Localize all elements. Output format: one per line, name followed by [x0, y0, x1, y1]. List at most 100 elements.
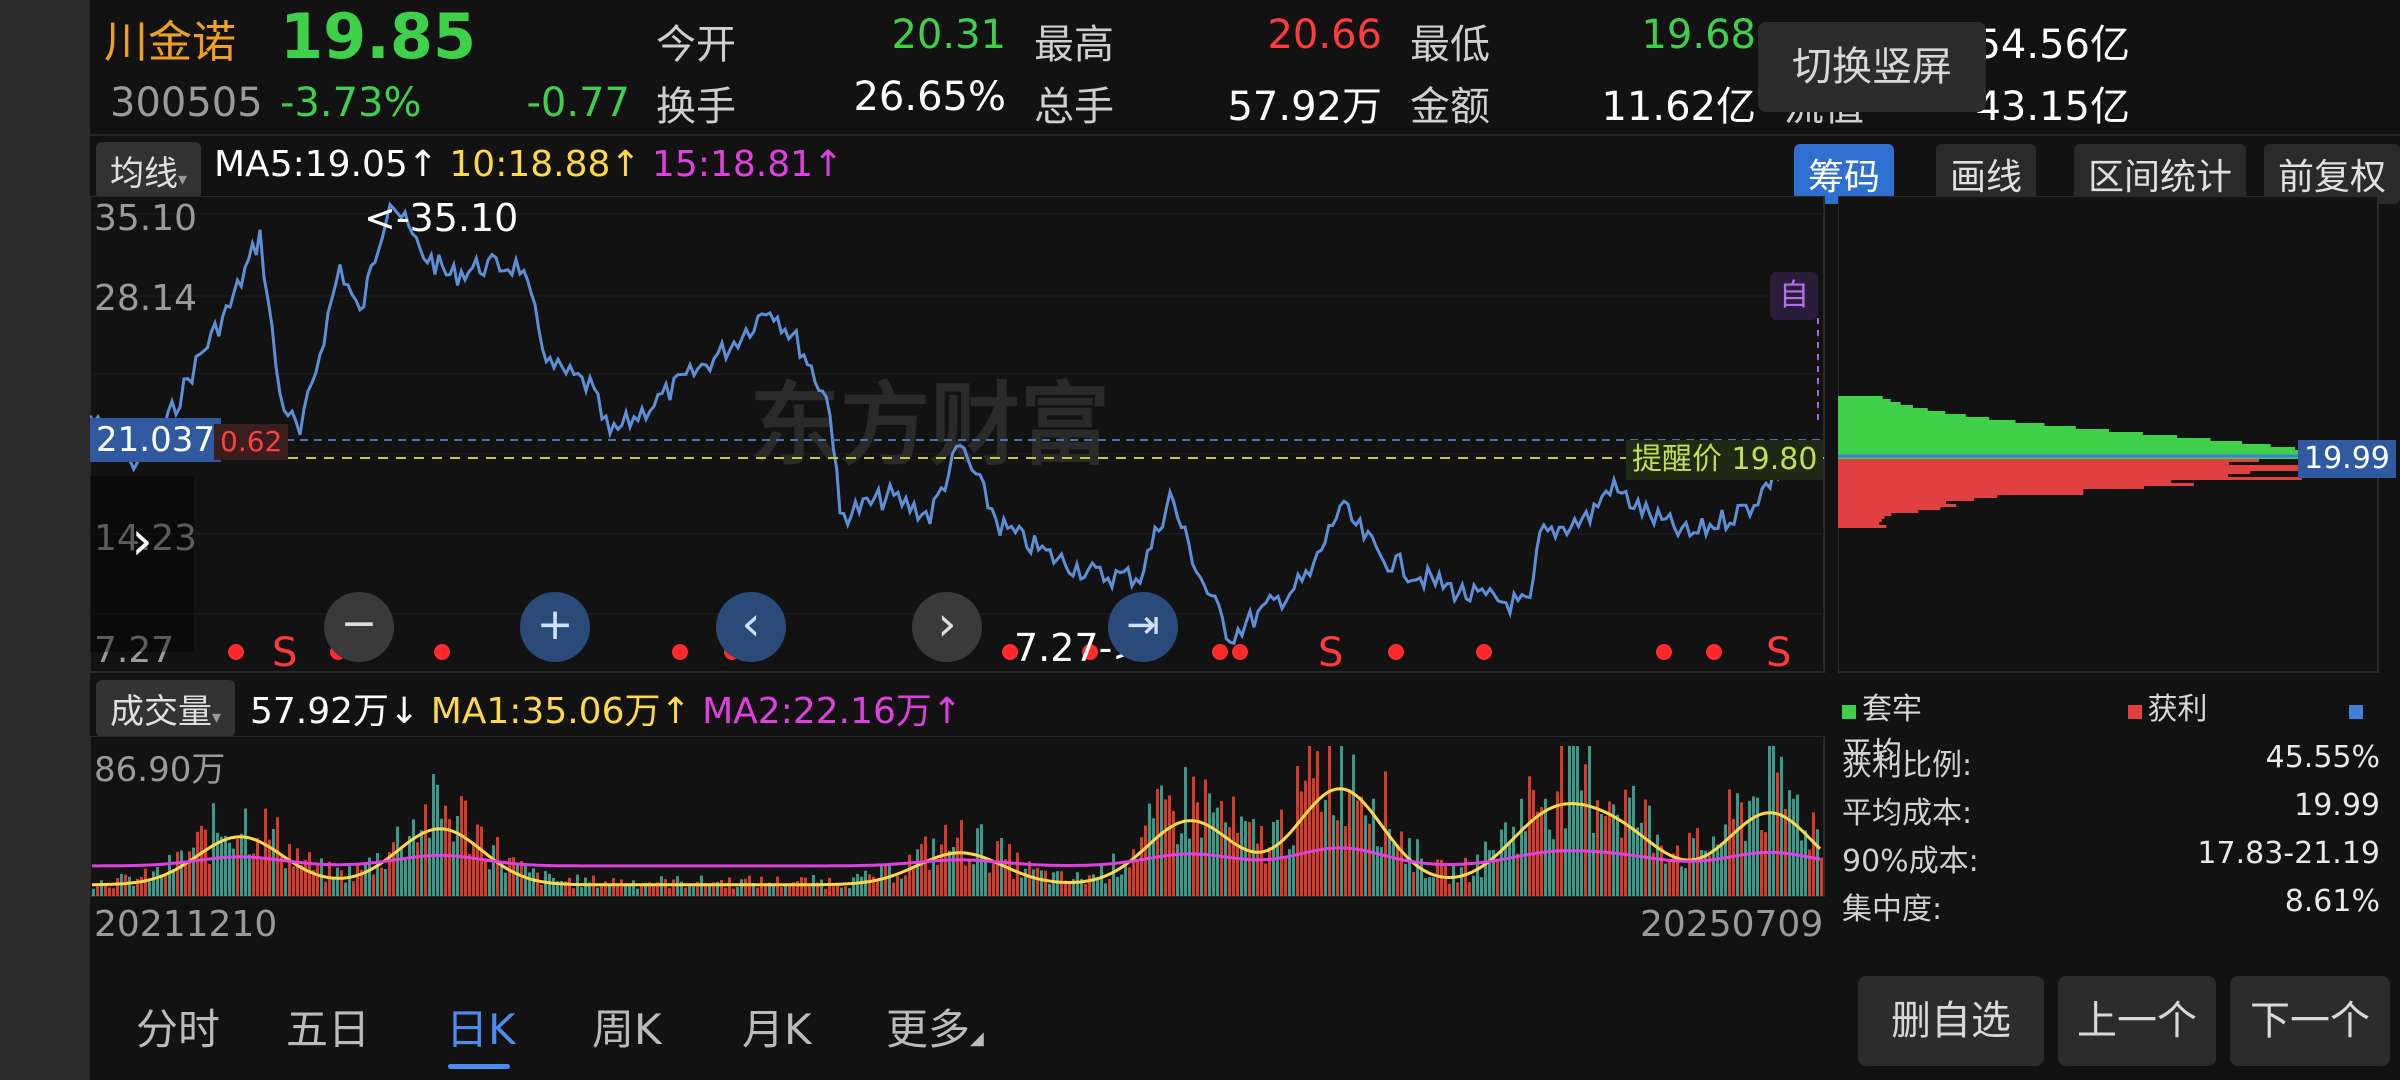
volume-bar: [792, 882, 795, 896]
stat-label: 最高: [1034, 22, 1114, 68]
volume-bar: [936, 864, 939, 896]
volume-indicator-selector[interactable]: 成交量▾: [96, 680, 236, 737]
chips-tool-button[interactable]: 筹码: [1794, 144, 1895, 204]
ma5-value: MA5:19.05: [214, 144, 408, 185]
date-start: 20211210: [94, 904, 278, 945]
chip-bar: [1838, 507, 1941, 510]
volume-bar: [868, 874, 871, 896]
volume-bar: [520, 861, 523, 896]
previous-stock-button[interactable]: 上一个: [2058, 976, 2216, 1066]
stat-label: 总手: [1034, 84, 1114, 130]
volume-ma2-line: [92, 846, 1821, 868]
volume-bar: [1080, 878, 1083, 896]
volume-bar: [928, 869, 931, 896]
volume-bar: [184, 862, 187, 896]
volume-bar: [1756, 797, 1759, 896]
remove-watchlist-button[interactable]: 删自选: [1858, 976, 2044, 1066]
chevron-down-icon: ▾: [178, 169, 188, 190]
forward-adjust-button[interactable]: 前复权: [2264, 144, 2400, 204]
volume-bar: [1764, 832, 1767, 896]
volume-bar: [1512, 826, 1515, 896]
watermark: 东方财富: [750, 373, 1110, 478]
volume-bar: [188, 851, 191, 896]
volume-bar: [608, 885, 611, 896]
volume-bar: [376, 853, 379, 896]
volume-bar: [1232, 796, 1235, 896]
volume-chart[interactable]: [90, 736, 1826, 898]
volume-bar: [112, 888, 115, 896]
draw-line-button[interactable]: 画线: [1936, 144, 2037, 204]
volume-bar: [452, 841, 455, 896]
volume-bar: [1800, 840, 1803, 896]
volume-bar: [1164, 799, 1167, 896]
stock-detail-screen: 川金诺 300505 19.85 -3.73% -0.77 今开 20.31 最高 2…: [90, 0, 2400, 1080]
volume-bar: [400, 849, 403, 896]
volume-bar: [1348, 789, 1351, 896]
alert-price-tag[interactable]: 提醒价 19.80: [1626, 440, 1824, 480]
zoom-out-button[interactable]: −: [324, 592, 394, 662]
volume-bar: [1156, 789, 1159, 896]
tab-weekly-k[interactable]: 周K: [592, 1005, 662, 1054]
volume-bar: [360, 869, 363, 896]
volume-bar: [904, 875, 907, 896]
volume-bar: [1284, 857, 1287, 896]
range-stats-button[interactable]: 区间统计: [2074, 144, 2247, 204]
next-stock-button[interactable]: 下一个: [2230, 976, 2390, 1066]
self-select-badge[interactable]: 自: [1770, 272, 1818, 320]
volume-bar: [764, 883, 767, 896]
volume-bar: [1360, 796, 1363, 896]
tab-five-day[interactable]: 五日: [286, 1005, 371, 1054]
volume-bar: [628, 883, 631, 896]
scroll-left-button[interactable]: ‹: [716, 592, 786, 662]
zoom-in-button[interactable]: +: [520, 592, 590, 662]
tab-more[interactable]: 更多◢: [886, 996, 984, 1057]
volume-bar: [1704, 850, 1707, 896]
volume-bar: [736, 887, 739, 896]
indicator-selector[interactable]: 均线▾: [96, 142, 202, 199]
volume-bar: [1724, 824, 1727, 896]
ma10-value: 10:18.88: [449, 144, 611, 185]
buy-marker: [1002, 644, 1018, 660]
scroll-end-button[interactable]: ⇥: [1108, 592, 1178, 662]
volume-bar: [480, 826, 483, 896]
buy-marker: [228, 644, 244, 660]
vol-ma2-arrow-icon: ↑: [931, 691, 963, 732]
tab-daily-k[interactable]: 日K: [446, 1005, 516, 1054]
volume-bar: [1332, 815, 1335, 896]
volume-bar: [1616, 814, 1619, 896]
collapse-left-button[interactable]: ›: [90, 476, 194, 652]
date-end: 20250709: [1640, 904, 1824, 945]
vol-ma1-arrow-icon: ↑: [660, 691, 691, 732]
chip-bar: [1838, 435, 2178, 438]
volume-bar: [284, 868, 287, 896]
tab-intraday[interactable]: 分时: [136, 1005, 221, 1054]
volume-bar: [1108, 879, 1111, 896]
volume-bar: [428, 837, 431, 896]
stat-value: 11.62亿: [1601, 84, 1756, 130]
volume-bar: [1820, 857, 1823, 896]
volume-bar: [1064, 880, 1067, 896]
scroll-right-button[interactable]: ›: [912, 592, 982, 662]
volume-bar: [152, 871, 155, 896]
switch-portrait-button[interactable]: 切换竖屏: [1758, 22, 1986, 112]
volume-bar: [772, 885, 775, 896]
tab-monthly-k[interactable]: 月K: [742, 1005, 812, 1054]
volume-bar: [1024, 868, 1027, 896]
volume-bar: [1044, 870, 1047, 896]
volume-bar: [1124, 865, 1127, 896]
legend-trapped: 套牢: [1862, 692, 1922, 727]
volume-bar: [1552, 839, 1555, 896]
chip-distribution-chart[interactable]: [1838, 196, 2400, 674]
ma10-arrow-icon: ↑: [610, 144, 641, 185]
stat-value: 57.92万: [1227, 84, 1382, 130]
volume-bar: [664, 879, 667, 896]
volume-bar: [1444, 862, 1447, 896]
volume-bar: [552, 877, 555, 896]
volume-bar: [1496, 861, 1499, 896]
volume-bar: [1476, 854, 1479, 896]
volume-bar: [644, 882, 647, 896]
volume-bar: [176, 851, 179, 896]
volume-bar: [140, 876, 143, 896]
volume-bar: [1592, 833, 1595, 896]
volume-bar: [1240, 816, 1243, 896]
